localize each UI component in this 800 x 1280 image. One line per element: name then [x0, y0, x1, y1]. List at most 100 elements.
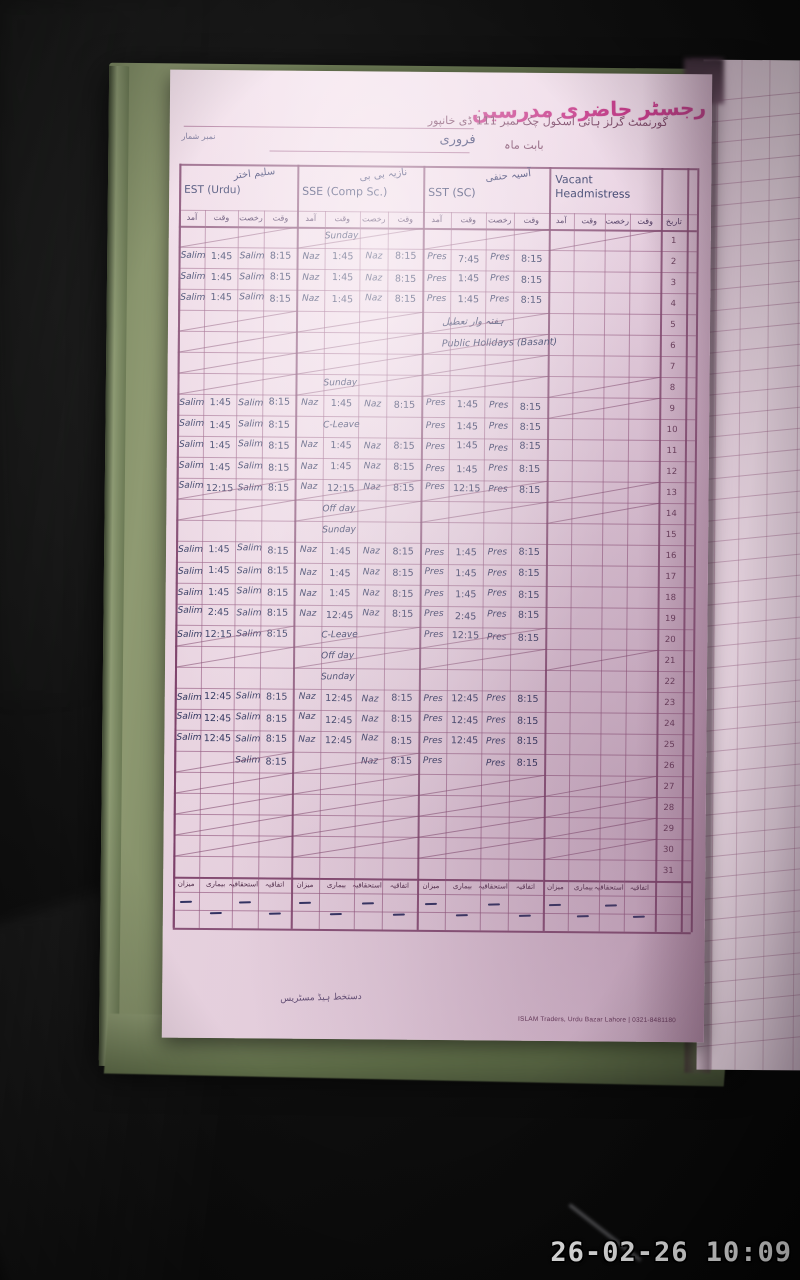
- teacher-name-0: سلیم اختر: [233, 166, 276, 182]
- totals-dash: [633, 916, 645, 918]
- footer-divider-2-2: [480, 879, 481, 930]
- totals-dash: [209, 912, 221, 914]
- header-rule-month: [270, 151, 470, 154]
- attendance-signature: Salim: [238, 440, 261, 450]
- facing-page-column-rule-1: [734, 60, 742, 1070]
- sub-header-1-3: وقت: [388, 215, 423, 224]
- attendance-time: 8:15: [512, 589, 544, 600]
- totals-row-divider: [173, 910, 691, 916]
- attendance-signature: Naz: [357, 734, 382, 744]
- sub-header-2-3: وقت: [514, 216, 549, 225]
- totals-dash: [605, 904, 617, 906]
- attendance-signature: Pres: [420, 736, 445, 746]
- attendance-signature: Pres: [483, 736, 508, 746]
- attendance-time: 12:45: [448, 715, 480, 727]
- footer-divider-2-1: [444, 879, 445, 930]
- attendance-time: 8:15: [263, 588, 293, 599]
- totals-dash: [393, 914, 405, 916]
- footer-label-1-1: بیماری: [319, 881, 354, 889]
- totals-dash: [239, 901, 251, 903]
- attendance-signature: Naz: [297, 462, 322, 472]
- day-number: 7: [662, 361, 684, 371]
- attendance-signature: Pres: [487, 274, 512, 284]
- school-name-line: گورنمنٹ گرلز ہائی اسکول چک نمبر 111 ڈی خ…: [428, 114, 668, 129]
- day-number: 14: [660, 508, 682, 518]
- attendance-time: 8:15: [261, 756, 291, 767]
- facing-page-rule: [696, 1014, 800, 1028]
- sub-header-0-1: وقت: [205, 213, 238, 222]
- sub-header-2-0: آمد: [423, 215, 451, 224]
- attendance-time: 8:15: [387, 462, 419, 473]
- day-number: 19: [659, 613, 681, 623]
- attendance-signature: Salim: [237, 566, 260, 576]
- day-number: 27: [658, 781, 680, 791]
- attendance-time: 1:45: [206, 272, 236, 283]
- attendance-signature: Pres: [486, 443, 511, 453]
- attendance-time: 8:15: [514, 401, 546, 412]
- attendance-signature: Salim: [179, 440, 202, 450]
- attendance-signature: Pres: [487, 294, 512, 304]
- day-number: 17: [660, 571, 682, 581]
- day-number: 13: [661, 487, 683, 497]
- attendance-signature: Salim: [238, 398, 261, 408]
- attendance-time: 8:15: [386, 609, 418, 620]
- attendance-time: 8:15: [514, 441, 546, 453]
- attendance-signature: Naz: [295, 712, 320, 722]
- attendance-signature: Naz: [358, 714, 383, 724]
- footer-label-3-3: اتفاقیہ: [624, 884, 655, 892]
- attendance-signature: Salim: [177, 712, 200, 722]
- attendance-signature: Salim: [236, 691, 259, 701]
- day-number: 30: [657, 844, 679, 854]
- attendance-signature: Salim: [240, 251, 263, 261]
- attendance-time: 8:15: [263, 545, 293, 557]
- day-number: 22: [659, 676, 681, 686]
- attendance-time: 1:45: [326, 294, 358, 305]
- attendance-signature: Salim: [236, 712, 259, 722]
- attendance-time: 12:45: [448, 735, 480, 746]
- footer-divider-3-2: [599, 880, 600, 931]
- attendance-time: 1:45: [204, 544, 234, 555]
- attendance-time: 8:15: [264, 440, 294, 451]
- attendance-time: 8:15: [265, 271, 295, 283]
- attendance-time: 2:45: [449, 611, 481, 622]
- attendance-signature: Salim: [178, 566, 201, 576]
- day-number: 1: [663, 235, 685, 245]
- attendance-time: 8:15: [261, 733, 291, 744]
- sub-header-0-2: رخصت: [238, 213, 264, 222]
- totals-dash: [425, 903, 437, 905]
- attendance-time: 12:45: [322, 693, 354, 705]
- facing-page-rule: [696, 993, 800, 1007]
- attendance-signature: Salim: [238, 461, 261, 471]
- footer-label-0-2: استحقاقیہ: [232, 880, 258, 888]
- attendance-time: 8:15: [515, 253, 547, 264]
- attendance-signature: Pres: [423, 421, 448, 431]
- attendance-signature: Naz: [298, 294, 323, 304]
- attendance-time: 1:45: [326, 272, 358, 283]
- attendance-time: 8:15: [385, 736, 417, 747]
- attendance-time: 8:15: [389, 251, 421, 262]
- day-number: 3: [662, 277, 684, 287]
- row-divider: [175, 667, 693, 673]
- attendance-signature: Naz: [297, 482, 322, 492]
- attendance-time: 1:45: [451, 421, 483, 433]
- footer-divider-3-1: [567, 880, 568, 931]
- attendance-signature: Salim: [180, 293, 203, 303]
- day-number: 10: [661, 424, 683, 434]
- attendance-time: 8:15: [387, 567, 419, 578]
- attendance-time: 8:15: [385, 714, 417, 725]
- sub-header-3-1: وقت: [573, 216, 604, 225]
- attendance-time: 8:15: [512, 567, 545, 579]
- attendance-time: 8:15: [515, 275, 547, 286]
- attendance-signature: Salim: [179, 461, 202, 471]
- attendance-signature: Pres: [424, 293, 449, 303]
- sub-header-1-2: رخصت: [360, 214, 388, 223]
- totals-dash: [362, 902, 374, 904]
- totals-dash: [549, 904, 561, 906]
- subheader-band-bottom: [179, 226, 697, 232]
- attendance-time: 8:15: [512, 610, 544, 621]
- facing-page-rule: [696, 1035, 800, 1049]
- attendance-signature: Salim: [237, 586, 260, 596]
- attendance-signature: Salim: [180, 272, 203, 282]
- footer-label-3-0: میزان: [543, 883, 568, 891]
- day-number: 21: [659, 655, 681, 665]
